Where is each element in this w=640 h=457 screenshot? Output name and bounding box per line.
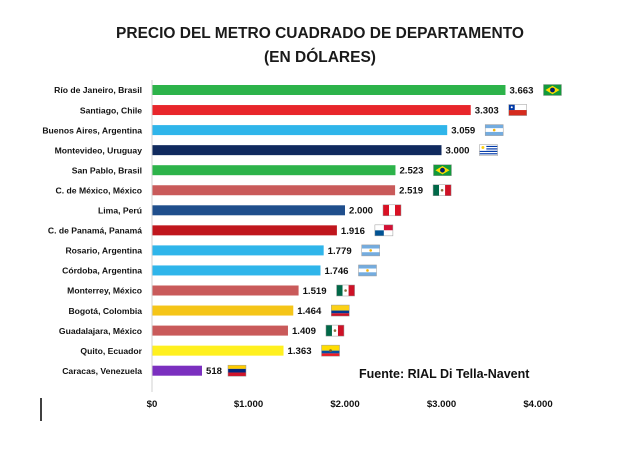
- bar-row: C. de Panamá, Panamá 1.916: [48, 224, 394, 237]
- x-tick-label: $3.000: [427, 399, 456, 410]
- x-tick-label: $1.000: [234, 399, 263, 410]
- category-label: C. de Panamá, Panamá: [48, 226, 142, 236]
- bar: [152, 265, 321, 276]
- argentina-flag-icon: [361, 244, 380, 257]
- category-label: Buenos Aires, Argentina: [42, 125, 142, 135]
- value-label: 1.464: [297, 306, 322, 317]
- category-label: Río de Janeiro, Brasil: [54, 85, 142, 95]
- bar-row: Santiago, Chile 3.303: [80, 104, 527, 116]
- bar: [152, 165, 396, 176]
- mexico-flag-icon: [325, 324, 345, 337]
- bar: [152, 345, 284, 356]
- ecuador-flag-icon: [321, 344, 340, 357]
- value-label: 3.663: [509, 85, 533, 96]
- argentina-flag-icon: [484, 124, 504, 136]
- bar: [152, 185, 396, 196]
- category-label: Bogotá, Colombia: [68, 306, 142, 316]
- bar: [152, 245, 324, 256]
- bar-row: Córdoba, Argentina 1.746: [62, 264, 377, 277]
- category-label: Córdoba, Argentina: [62, 266, 142, 276]
- x-axis: $0 $1.000 $2.000 $3.000 $4.000: [147, 80, 553, 410]
- value-label: 2.000: [349, 206, 373, 217]
- brazil-flag-icon: [543, 84, 562, 96]
- bars-group: Río de Janeiro, Brasil 3.663 Santiago, Chi…: [42, 84, 562, 377]
- bar-row: Rosario, Argentina 1.779: [65, 244, 380, 257]
- bar-row: Caracas, Venezuela 518: [62, 364, 247, 377]
- value-label: 1.779: [328, 246, 352, 257]
- category-label: Quito, Ecuador: [80, 346, 142, 356]
- category-label: Guadalajara, México: [59, 326, 142, 336]
- source-note: Fuente: RIAL Di Tella-Navent: [359, 367, 530, 381]
- bar-row: Monterrey, México 1.519: [67, 284, 355, 297]
- x-tick-label: $0: [147, 399, 158, 410]
- value-label: 1.746: [324, 266, 348, 277]
- category-label: Montevideo, Uruguay: [55, 145, 143, 155]
- category-label: Monterrey, México: [67, 286, 142, 296]
- value-label: 1.363: [288, 346, 312, 357]
- x-tick-label: $4.000: [523, 399, 552, 410]
- bar: [152, 325, 288, 336]
- value-label: 1.519: [303, 286, 327, 297]
- category-label: Lima, Perú: [98, 206, 142, 216]
- category-label: Caracas, Venezuela: [62, 366, 142, 376]
- bar: [152, 365, 202, 376]
- bar: [152, 125, 448, 136]
- mexico-flag-icon: [336, 284, 355, 297]
- argentina-flag-icon: [358, 264, 377, 277]
- value-label: 3.059: [451, 126, 475, 137]
- bar: [152, 105, 471, 116]
- category-label: C. de México, México: [56, 185, 142, 195]
- bar: [152, 145, 442, 156]
- bar-row: Guadalajara, México 1.409: [59, 324, 345, 337]
- panama-flag-icon: [374, 224, 394, 237]
- bar-row: Lima, Perú 2.000: [98, 204, 402, 217]
- x-tick-label: $2.000: [330, 399, 359, 410]
- bar-row: Bogotá, Colombia 1.464: [68, 304, 350, 317]
- brazil-flag-icon: [433, 164, 452, 176]
- category-label: Santiago, Chile: [80, 105, 142, 115]
- category-label: San Pablo, Brasil: [72, 165, 142, 175]
- value-label: 3.303: [475, 105, 499, 116]
- bar-row: Montevideo, Uruguay 3.000: [55, 144, 498, 157]
- bar: [152, 205, 345, 216]
- mexico-flag-icon: [432, 184, 452, 196]
- bar-row: Río de Janeiro, Brasil 3.663: [54, 84, 562, 96]
- value-label: 518: [206, 366, 223, 377]
- bar-row: Buenos Aires, Argentina 3.059: [42, 124, 504, 137]
- value-label: 3.000: [446, 146, 470, 157]
- bar-row: C. de México, México 2.519: [56, 184, 452, 197]
- peru-flag-icon: [382, 204, 402, 217]
- bar: [152, 225, 337, 236]
- value-label: 1.409: [292, 326, 316, 337]
- value-label: 2.519: [399, 186, 423, 197]
- chart-title: PRECIO DEL METRO CUADRADO DE DEPARTAMENT…: [116, 25, 524, 42]
- bar-row: Quito, Ecuador 1.363: [80, 344, 340, 357]
- bar: [152, 305, 294, 316]
- category-label: Rosario, Argentina: [65, 246, 142, 256]
- chart-subtitle: (EN DÓLARES): [264, 48, 376, 66]
- chile-flag-icon: [508, 104, 527, 116]
- uruguay-flag-icon: [479, 144, 498, 156]
- bar-row: San Pablo, Brasil 2.523: [72, 164, 452, 177]
- value-label: 1.916: [341, 226, 365, 237]
- value-label: 2.523: [399, 166, 423, 177]
- bar: [152, 285, 299, 296]
- bar: [152, 85, 506, 95]
- colombia-flag-icon: [331, 304, 350, 317]
- venezuela-flag-icon: [227, 364, 247, 377]
